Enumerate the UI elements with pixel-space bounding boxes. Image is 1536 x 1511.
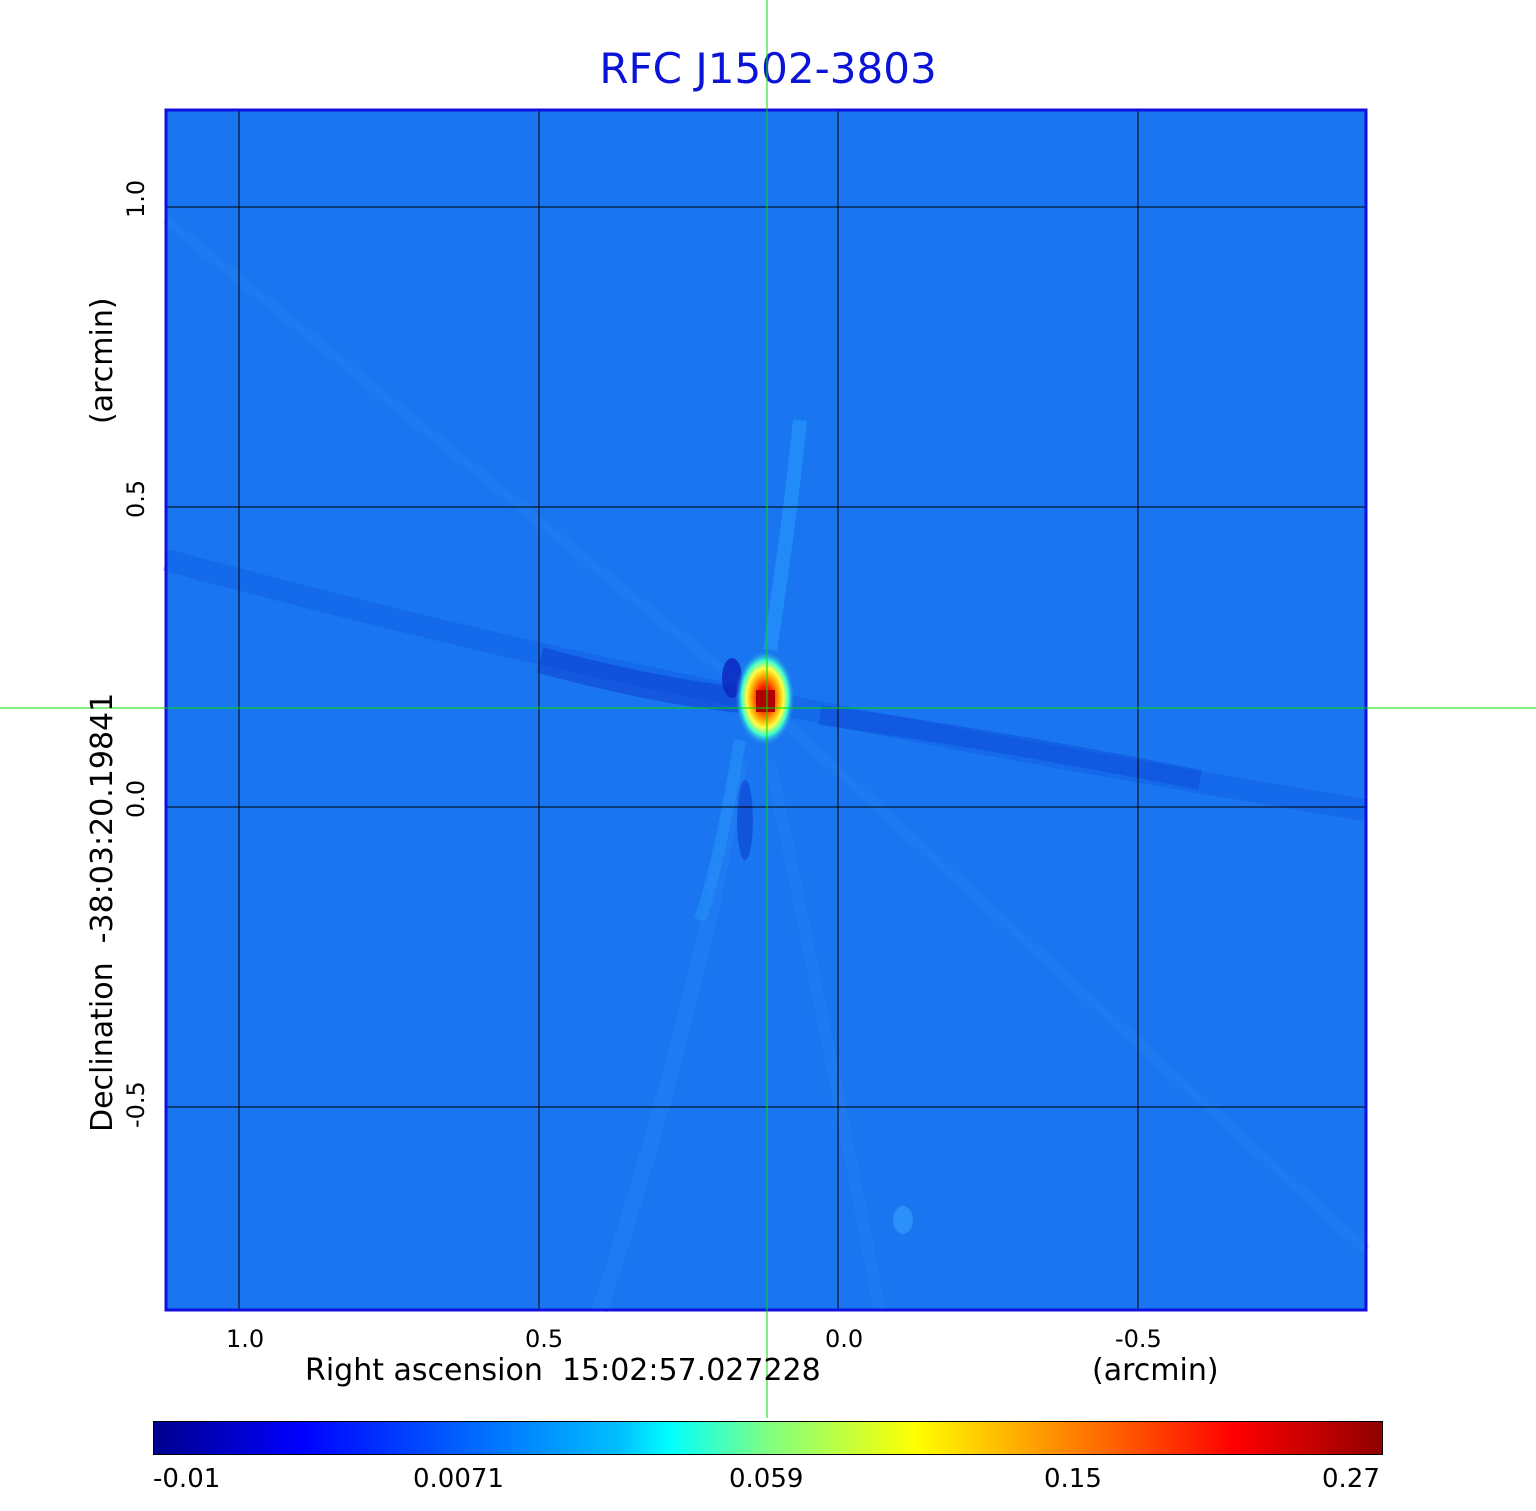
x-axis-name: Right ascension bbox=[305, 1353, 543, 1388]
crosshair bbox=[0, 0, 1536, 1418]
figure-title: RFC J1502-3803 bbox=[599, 44, 937, 93]
colorbar-tick-label: 0.0071 bbox=[413, 1464, 504, 1494]
colorbar-tick-label: 0.15 bbox=[1044, 1464, 1102, 1494]
y-tick-label: 0.0 bbox=[122, 779, 150, 818]
image-frame bbox=[164, 108, 1368, 1312]
y-axis-center: -38:03:20.19841 bbox=[85, 692, 120, 944]
colorbar-tick-label: -0.01 bbox=[153, 1464, 221, 1494]
y-axis-name: Declination bbox=[85, 962, 120, 1132]
x-axis-unit: (arcmin) bbox=[1092, 1353, 1219, 1388]
source-peak bbox=[756, 690, 775, 712]
x-axis-center: 15:02:57.027228 bbox=[561, 1353, 821, 1388]
colorbar-tick-label: 0.059 bbox=[729, 1464, 804, 1494]
y-tick-label: -0.5 bbox=[122, 1081, 150, 1128]
y-tick-label: 0.5 bbox=[122, 479, 150, 518]
y-axis-label: Declination -38:03:20.19841 bbox=[85, 692, 120, 1132]
x-tick-label: 0.5 bbox=[525, 1325, 564, 1353]
x-axis-label: Right ascension 15:02:57.027228 bbox=[305, 1356, 821, 1386]
x-tick-label: 1.0 bbox=[226, 1325, 265, 1353]
colorbar bbox=[153, 1421, 1383, 1455]
colorbar-tick-label: 0.27 bbox=[1322, 1464, 1380, 1494]
y-axis-unit: (arcmin) bbox=[85, 297, 120, 424]
coordinate-grid bbox=[166, 110, 1366, 1310]
x-tick-label: -0.5 bbox=[1115, 1325, 1162, 1353]
y-tick-label: 1.0 bbox=[122, 179, 150, 218]
x-tick-label: 0.0 bbox=[825, 1325, 864, 1353]
